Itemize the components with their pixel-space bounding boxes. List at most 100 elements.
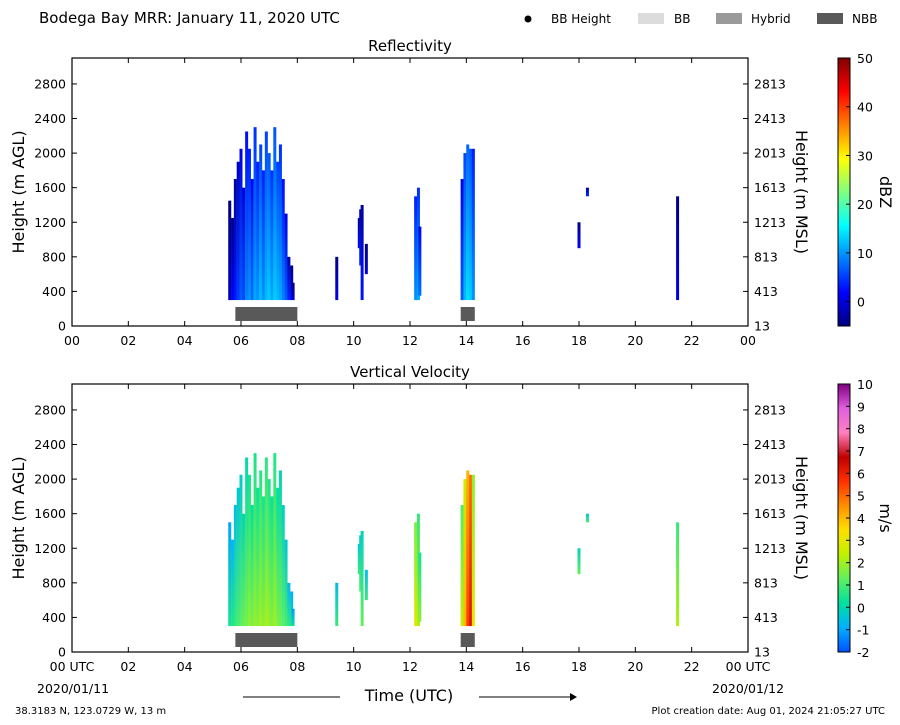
data-column	[242, 513, 246, 627]
data-column	[418, 226, 422, 296]
y-tick-label: 1200	[34, 215, 66, 230]
creation-date-text: Plot creation date: Aug 01, 2024 21:05:2…	[652, 706, 885, 717]
data-column	[418, 552, 422, 622]
y-tick-label: 1600	[34, 180, 66, 195]
x-tick-label: 00 UTC	[50, 659, 95, 674]
data-column	[236, 161, 240, 301]
colorbar-tick-label: 50	[857, 51, 873, 66]
x-tick-label: 08	[289, 333, 305, 348]
y-tick-label: 2400	[34, 437, 66, 452]
data-column	[259, 144, 263, 301]
colorbar-tick-label: 6	[857, 466, 865, 481]
plot-frame	[71, 383, 749, 653]
colorbar-tick-label: -2	[857, 645, 869, 660]
x-tick-label: 04	[177, 333, 193, 348]
figure-title: Bodega Bay MRR: January 11, 2020 UTC	[39, 9, 340, 27]
data-column	[233, 505, 237, 627]
bb-bar-nbb	[235, 307, 298, 321]
data-column	[364, 243, 368, 275]
data-column	[585, 187, 589, 197]
y2-axis-label: Height (m MSL)	[792, 456, 811, 580]
y-tick-label: 1600	[34, 506, 66, 521]
colorbar-tick-label: 20	[857, 197, 873, 212]
data-column	[360, 204, 364, 301]
data-column	[291, 282, 295, 301]
x-tick-label: 18	[571, 333, 587, 348]
y-tick-label: 2000	[34, 146, 66, 161]
data-column	[281, 505, 285, 627]
colorbar-tick-label: 30	[857, 148, 873, 163]
x-tick-label: 02	[120, 333, 136, 348]
data-column	[287, 582, 291, 627]
data-column	[245, 457, 249, 627]
legend-swatch-bb	[638, 13, 664, 24]
y-tick-label: 0	[58, 645, 66, 660]
x-tick-label: 16	[515, 333, 531, 348]
data-column	[250, 179, 254, 301]
xlabel-arrow-head	[570, 693, 577, 701]
data-column	[267, 479, 271, 627]
x-tick-label: 14	[458, 659, 474, 674]
bb-bar-nbb	[460, 633, 475, 647]
data-column	[364, 569, 368, 601]
data-column	[676, 522, 680, 627]
colorbar-tick-label: -1	[857, 623, 869, 638]
data-column	[577, 222, 581, 249]
panel-title: Vertical Velocity	[350, 363, 470, 381]
legend-swatch-hybrid	[716, 13, 742, 24]
colorbar-label: m/s	[876, 503, 895, 532]
y2-tick-label: 2013	[754, 146, 786, 161]
legend-label-1: BB	[674, 12, 690, 26]
data-column	[233, 179, 237, 301]
y2-tick-label: 413	[754, 284, 778, 299]
y-tick-label: 2400	[34, 111, 66, 126]
y2-tick-label: 813	[754, 575, 778, 590]
date-end: 2020/01/12	[712, 681, 784, 696]
data-column	[360, 530, 364, 627]
data-column	[231, 217, 235, 301]
data-column	[262, 496, 266, 627]
y-tick-label: 0	[58, 319, 66, 334]
legend-bb-height-marker	[524, 15, 532, 23]
x-tick-label: 00	[64, 333, 80, 348]
colorbar-tick-label: 40	[857, 100, 873, 115]
y-tick-label: 2000	[34, 472, 66, 487]
x-tick-label: 10	[346, 659, 362, 674]
y2-tick-label: 1613	[754, 506, 786, 521]
data-column	[247, 474, 251, 627]
legend-swatch-nbb	[817, 13, 843, 24]
y2-tick-label: 2413	[754, 111, 786, 126]
data-column	[253, 453, 257, 627]
data-column	[460, 179, 464, 301]
data-column	[256, 487, 260, 627]
data-column	[270, 496, 274, 627]
y2-tick-label: 2413	[754, 437, 786, 452]
y-tick-label: 400	[42, 610, 66, 625]
colorbar-tick-label: 5	[857, 489, 865, 504]
location-text: 38.3183 N, 123.0729 W, 13 m	[15, 706, 166, 717]
colorbar-tick-label: 10	[857, 246, 873, 261]
data-column	[460, 505, 464, 627]
data-column	[278, 144, 282, 301]
y-tick-label: 800	[42, 249, 66, 264]
colorbar-tick-label: 0	[857, 600, 865, 615]
y2-tick-label: 13	[754, 645, 770, 660]
y-tick-label: 2800	[34, 402, 66, 417]
y-tick-label: 800	[42, 575, 66, 590]
colorbar	[837, 57, 851, 327]
x-tick-label: 12	[402, 659, 418, 674]
bb-bar-nbb	[460, 307, 475, 321]
data-column	[335, 582, 339, 627]
y2-tick-label: 1613	[754, 180, 786, 195]
x-tick-label: 06	[233, 659, 249, 674]
y-axis-label: Height (m AGL)	[9, 130, 28, 253]
x-tick-label: 06	[233, 333, 249, 348]
y2-tick-label: 413	[754, 610, 778, 625]
data-column	[239, 148, 243, 301]
colorbar-tick-label: 4	[857, 511, 865, 526]
data-column	[273, 127, 277, 301]
data-column	[273, 453, 277, 627]
data-column	[471, 148, 475, 301]
legend-label-3: NBB	[852, 12, 877, 26]
